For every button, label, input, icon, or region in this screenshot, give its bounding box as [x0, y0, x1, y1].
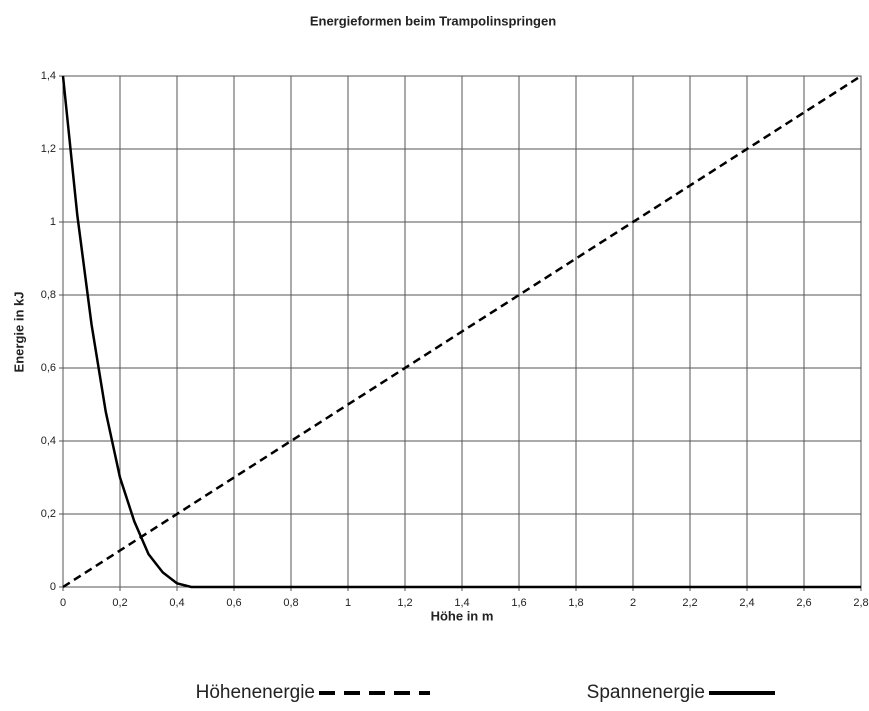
y-tick-label: 0,6	[41, 362, 56, 374]
x-tick-label: 1,2	[397, 597, 412, 609]
x-tick-label: 2,2	[682, 597, 697, 609]
y-tick-label: 1,2	[41, 143, 56, 155]
legend-label: Spannenergie	[587, 682, 705, 703]
line-series	[61, 75, 861, 589]
y-tick-label: 1,4	[41, 70, 56, 82]
y-tick-label: 0,8	[41, 289, 56, 301]
line-series	[62, 74, 862, 589]
y-tick-label: 0	[50, 581, 56, 593]
x-tick-label: 0,2	[112, 597, 127, 609]
y-tick-label: 0,2	[41, 508, 56, 520]
x-tick-label: 2,6	[796, 597, 811, 609]
y-tick-label: 1	[50, 216, 56, 228]
x-tick-label: 1,6	[511, 597, 526, 609]
x-tick-label: 0	[60, 597, 66, 609]
x-tick-label: 1,4	[454, 597, 469, 609]
x-tick-label: 1	[345, 597, 351, 609]
x-tick-label: 0,8	[283, 597, 298, 609]
x-axis-label: Höhe in m	[431, 608, 494, 623]
x-tick-label: 2	[630, 597, 636, 609]
chart-title: Energieformen beim Trampolinspringen	[310, 13, 556, 28]
legend-label: Höhenenergie	[196, 682, 315, 703]
x-tick-label: 2,4	[739, 597, 754, 609]
x-tick-label: 1,8	[568, 597, 583, 609]
y-tick-label: 0,4	[41, 435, 56, 447]
x-tick-label: 2,8	[853, 597, 868, 609]
x-tick-label: 0,4	[169, 597, 184, 609]
x-tick-label: 0,6	[226, 597, 241, 609]
y-axis-label: Energie in kJ	[11, 292, 26, 373]
